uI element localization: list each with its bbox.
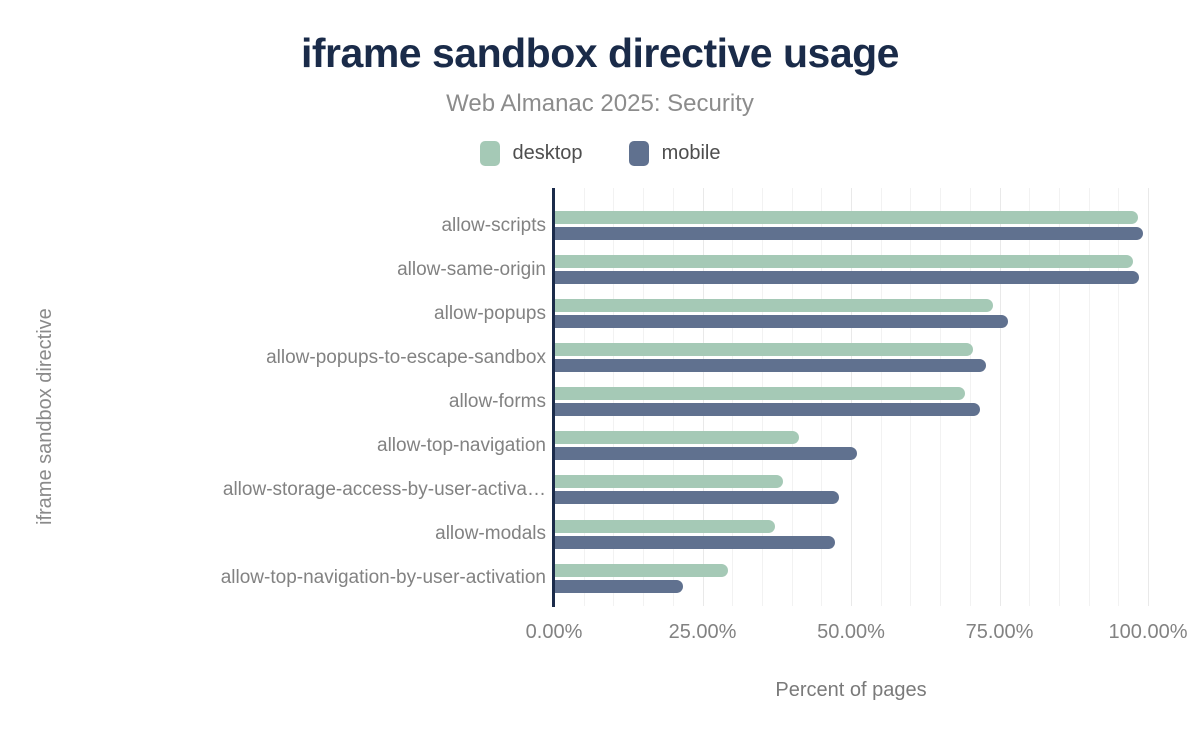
x-tick-label: 50.00% — [817, 621, 885, 643]
y-tick-label: allow-popups — [434, 302, 546, 324]
y-tick-label: allow-scripts — [441, 214, 546, 236]
y-tick-label: allow-forms — [448, 390, 546, 412]
bar-desktop-allow-storage-access-by-user-activa…[interactable] — [555, 475, 784, 489]
bar-desktop-allow-modals[interactable] — [555, 519, 775, 533]
legend-label-desktop: desktop — [512, 142, 583, 164]
bar-desktop-allow-top-navigation-by-user-activation[interactable] — [555, 563, 728, 577]
bar-desktop-allow-scripts[interactable] — [555, 211, 1138, 225]
legend-swatch-desktop-icon — [479, 141, 500, 166]
gridline — [1088, 188, 1090, 606]
bar-mobile-allow-storage-access-by-user-activa…[interactable] — [555, 491, 839, 505]
bar-mobile-allow-forms[interactable] — [555, 403, 980, 417]
bar-mobile-allow-popups-to-escape-sandbox[interactable] — [555, 359, 987, 373]
chart-title: iframe sandbox directive usage — [301, 30, 899, 76]
bar-mobile-allow-popups[interactable] — [555, 315, 1008, 329]
y-tick-label: allow-same-origin — [397, 258, 546, 280]
x-tick-label: 100.00% — [1108, 621, 1188, 643]
gridline — [1029, 188, 1031, 606]
gridline — [1148, 188, 1149, 606]
bar-desktop-allow-same-origin[interactable] — [555, 255, 1133, 269]
legend-label-mobile: mobile — [661, 142, 721, 164]
chart-subtitle: Web Almanac 2025: Security — [446, 90, 754, 117]
y-tick-label: allow-top-navigation — [377, 434, 546, 456]
bar-desktop-allow-forms[interactable] — [555, 387, 965, 401]
gridline — [999, 188, 1001, 606]
legend-item-mobile: mobile — [628, 141, 721, 166]
bar-mobile-allow-top-navigation-by-user-activation[interactable] — [555, 579, 683, 593]
y-tick-label: allow-popups-to-escape-sandbox — [266, 346, 546, 368]
bar-desktop-allow-popups-to-escape-sandbox[interactable] — [555, 343, 973, 357]
bar-mobile-allow-same-origin[interactable] — [555, 271, 1139, 285]
legend-swatch-mobile-icon — [628, 141, 649, 166]
bar-desktop-allow-top-navigation[interactable] — [555, 431, 799, 445]
y-axis-line — [552, 188, 555, 607]
bar-mobile-allow-top-navigation[interactable] — [555, 447, 858, 461]
y-tick-label: allow-storage-access-by-user-activa… — [222, 478, 546, 500]
y-tick-label: allow-modals — [435, 523, 546, 545]
gridline — [1118, 188, 1120, 606]
y-tick-label: allow-top-navigation-by-user-activation — [220, 567, 546, 589]
bar-desktop-allow-popups[interactable] — [555, 299, 993, 313]
legend: desktop mobile — [0, 141, 1200, 166]
bar-mobile-allow-scripts[interactable] — [555, 227, 1144, 241]
x-tick-label: 25.00% — [668, 621, 737, 643]
y-axis-title: iframe sandbox directive — [34, 308, 56, 526]
x-tick-label: 0.00% — [525, 621, 583, 643]
x-axis-title: Percent of pages — [775, 679, 927, 701]
legend-item-desktop: desktop — [479, 141, 583, 166]
x-tick-label: 75.00% — [965, 621, 1034, 643]
gridline — [969, 188, 971, 606]
bar-mobile-allow-modals[interactable] — [555, 535, 835, 549]
gridline — [1058, 188, 1060, 606]
